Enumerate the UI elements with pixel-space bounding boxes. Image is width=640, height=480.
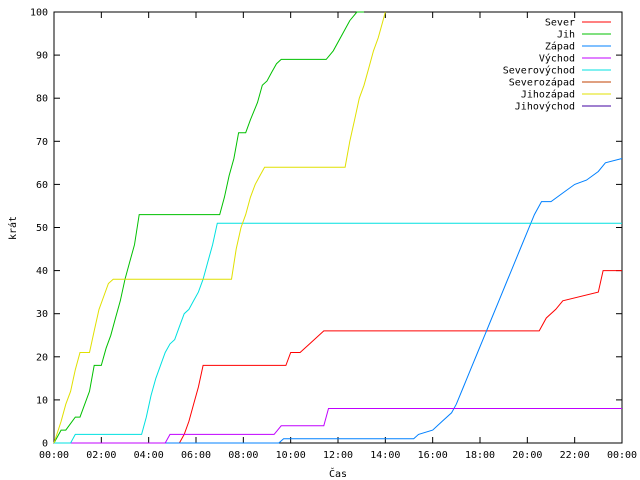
y-tick-label: 0 [42, 439, 48, 450]
series-line-1 [53, 11, 364, 444]
axis-ticks: 0 10 20 30 40 50 60 70 80 90 100 00:00 02:00 04:00 06:… [30, 8, 637, 462]
series-lines [53, 11, 623, 444]
x-tick-label: 04:00 [134, 450, 164, 461]
legend-label: Severovýchod [503, 65, 575, 77]
y-tick-label: 70 [36, 137, 48, 148]
x-tick-label: 00:00 [39, 450, 69, 461]
series-line-6 [53, 11, 386, 444]
x-tick-label: 12:00 [323, 450, 353, 461]
y-tick-label: 90 [36, 51, 48, 62]
y-tick-label: 40 [36, 266, 48, 277]
legend-label: Jihozápad [521, 89, 575, 101]
y-tick-label: 10 [36, 395, 48, 406]
x-tick-label: 00:00 [607, 450, 637, 461]
x-axis-label: Čas [329, 467, 347, 480]
legend-label: Jih [557, 30, 575, 41]
x-tick-label: 18:00 [465, 450, 495, 461]
y-tick-label: 80 [36, 94, 48, 105]
y-tick-label: 100 [30, 8, 48, 19]
legend-label: Východ [539, 53, 575, 65]
legend-label: Sever [545, 18, 575, 29]
series-line-4 [54, 222, 622, 444]
y-tick-label: 20 [36, 352, 48, 363]
series-line-0 [54, 270, 622, 444]
y-tick-label: 30 [36, 309, 48, 320]
y-tick-label: 60 [36, 180, 48, 191]
x-tick-label: 10:00 [276, 450, 306, 461]
x-tick-label: 14:00 [370, 450, 400, 461]
x-tick-label: 16:00 [418, 450, 448, 461]
x-tick-label: 22:00 [560, 450, 590, 461]
legend-label: Severozápad [509, 77, 575, 89]
series-line-2 [54, 158, 623, 444]
x-tick-label: 02:00 [86, 450, 116, 461]
y-tick-label: 50 [36, 223, 48, 234]
legend-label: Západ [545, 41, 575, 53]
legend-label: Jihovýchod [515, 101, 575, 113]
legend: SeverJihZápadVýchodSeverovýchodSeverozáp… [503, 18, 611, 113]
x-tick-label: 06:00 [181, 450, 211, 461]
series-line-3 [54, 408, 622, 444]
x-tick-label: 20:00 [512, 450, 542, 461]
y-axis-label: krát [7, 216, 19, 240]
x-tick-label: 08:00 [228, 450, 258, 461]
